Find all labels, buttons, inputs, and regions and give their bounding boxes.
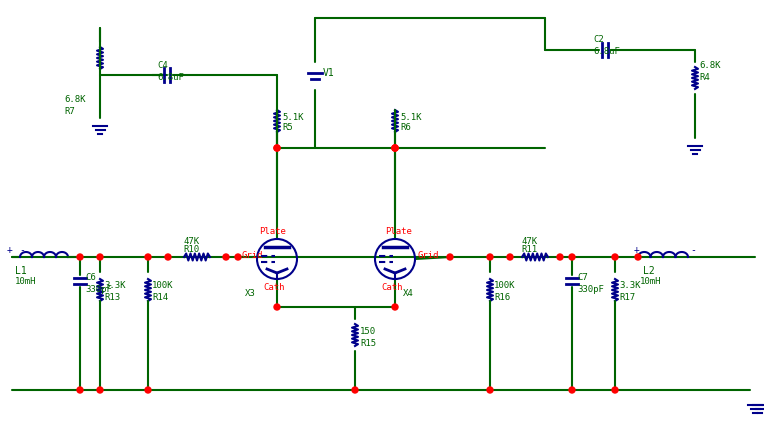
Circle shape <box>392 145 398 151</box>
Text: L1: L1 <box>15 266 27 276</box>
Text: 3.3K: 3.3K <box>104 281 125 290</box>
Text: C4: C4 <box>157 61 168 70</box>
Text: R4: R4 <box>699 72 710 81</box>
Circle shape <box>274 145 280 151</box>
Circle shape <box>392 304 398 310</box>
Text: C7: C7 <box>577 272 588 281</box>
Text: 6.8K: 6.8K <box>64 96 86 104</box>
Text: C2: C2 <box>593 36 604 45</box>
Text: -: - <box>19 245 25 255</box>
Text: 5.1K: 5.1K <box>400 113 422 123</box>
Circle shape <box>97 254 103 260</box>
Text: C6: C6 <box>85 272 96 281</box>
Text: 10mH: 10mH <box>640 277 662 285</box>
Text: X4: X4 <box>403 288 414 297</box>
Text: R6: R6 <box>400 123 411 132</box>
Circle shape <box>274 304 280 310</box>
Text: R7: R7 <box>64 107 75 116</box>
Text: 6.8uF: 6.8uF <box>593 48 620 56</box>
Text: +: + <box>7 245 13 255</box>
Text: -: - <box>690 245 696 255</box>
Circle shape <box>77 387 83 393</box>
Text: R16: R16 <box>494 293 510 301</box>
Text: Cath: Cath <box>381 282 403 291</box>
Circle shape <box>274 145 280 151</box>
Text: 3.3K: 3.3K <box>619 281 640 290</box>
Text: V1: V1 <box>323 68 335 78</box>
Text: R11: R11 <box>521 246 537 255</box>
Circle shape <box>392 145 398 151</box>
Text: Grid: Grid <box>241 251 263 259</box>
Circle shape <box>392 145 398 151</box>
Circle shape <box>569 254 575 260</box>
Circle shape <box>77 254 83 260</box>
Circle shape <box>97 387 103 393</box>
Text: Plate: Plate <box>386 226 413 236</box>
Circle shape <box>487 387 493 393</box>
Text: 6.8uF: 6.8uF <box>157 72 184 81</box>
Text: 6.8K: 6.8K <box>699 61 720 70</box>
Text: Grid: Grid <box>417 251 439 259</box>
Text: R13: R13 <box>104 293 120 301</box>
Text: 330pF: 330pF <box>577 284 604 294</box>
Text: 47K: 47K <box>521 237 537 246</box>
Text: R5: R5 <box>282 123 293 132</box>
Text: R14: R14 <box>152 293 168 301</box>
Text: R15: R15 <box>360 339 376 348</box>
Text: L2: L2 <box>643 266 655 276</box>
Circle shape <box>145 254 151 260</box>
Text: X3: X3 <box>245 288 256 297</box>
Circle shape <box>507 254 513 260</box>
Circle shape <box>145 387 151 393</box>
Text: 10mH: 10mH <box>15 277 37 285</box>
Text: R10: R10 <box>183 246 199 255</box>
Text: 5.1K: 5.1K <box>282 113 303 123</box>
Circle shape <box>569 387 575 393</box>
Circle shape <box>557 254 563 260</box>
Circle shape <box>165 254 171 260</box>
Circle shape <box>612 387 618 393</box>
Circle shape <box>447 254 453 260</box>
Text: 150: 150 <box>360 326 376 336</box>
Text: 47K: 47K <box>183 237 199 246</box>
Text: 100K: 100K <box>152 281 173 290</box>
Circle shape <box>635 254 641 260</box>
Text: Plate: Plate <box>260 226 286 236</box>
Text: 100K: 100K <box>494 281 516 290</box>
Text: Cath: Cath <box>264 282 285 291</box>
Circle shape <box>487 254 493 260</box>
Text: +: + <box>634 245 640 255</box>
Circle shape <box>352 387 358 393</box>
Circle shape <box>235 254 241 260</box>
Circle shape <box>223 254 229 260</box>
Text: 330pF: 330pF <box>85 284 112 294</box>
Circle shape <box>612 254 618 260</box>
Text: R17: R17 <box>619 293 635 301</box>
